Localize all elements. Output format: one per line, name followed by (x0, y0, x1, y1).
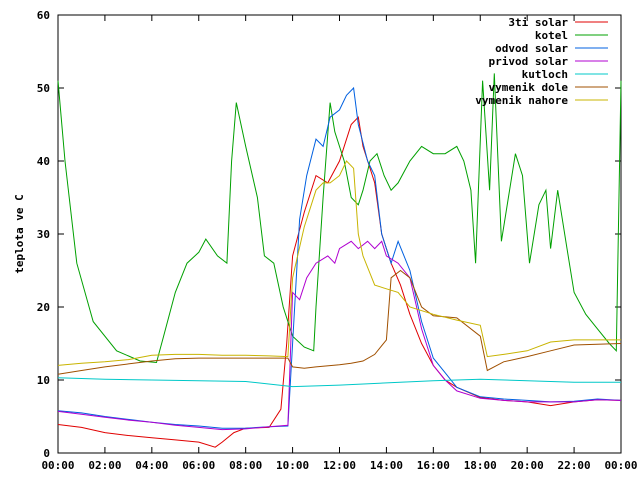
legend-label: privod solar (489, 55, 569, 68)
series-line-privod-solar (57, 240, 622, 431)
x-tick-label: 12:00 (323, 459, 356, 472)
x-tick-label: 16:00 (417, 459, 450, 472)
series-line-3ti-solar (57, 116, 622, 448)
series-line-kutloch (57, 377, 621, 388)
x-tick-label: 02:00 (88, 459, 121, 472)
axis-ticks: 0 10 20 30 40 50 60 00:00 02:00 04:00 06:00 08:00 10… (37, 9, 638, 472)
x-tick-label: 18:00 (464, 459, 497, 472)
x-tick-label: 22:00 (558, 459, 591, 472)
legend-label: 3ti solar (508, 16, 568, 29)
y-tick-label: 30 (37, 228, 50, 241)
y-tick-label: 20 (37, 301, 50, 314)
x-tick-label: 20:00 (511, 459, 544, 472)
y-axis-label: teplota ve C (13, 194, 26, 273)
series-line-vymenik-nahore (57, 160, 621, 366)
series-line-vymenik-dole (57, 269, 622, 375)
y-tick-label: 10 (37, 374, 50, 387)
legend-label: vymenik nahore (475, 94, 568, 107)
x-tick-label: 00:00 (41, 459, 74, 472)
x-tick-label: 06:00 (182, 459, 215, 472)
legend-label: kotel (535, 29, 568, 42)
legend-label: kutloch (522, 68, 568, 81)
x-tick-label: 04:00 (135, 459, 168, 472)
legend-label: odvod solar (495, 42, 568, 55)
x-tick-label: 10:00 (276, 459, 309, 472)
legend-label: vymenik dole (489, 81, 569, 94)
x-tick-label: 14:00 (370, 459, 403, 472)
x-tick-label: 00:00 (604, 459, 637, 472)
series-line-kotel (57, 73, 622, 364)
y-tick-label: 40 (37, 155, 50, 168)
y-tick-label: 60 (37, 9, 50, 22)
series-lines (57, 73, 622, 448)
y-tick-label: 0 (43, 447, 50, 460)
y-tick-label: 50 (37, 82, 50, 95)
series-line-odvod-solar (57, 86, 622, 429)
x-tick-label: 08:00 (229, 459, 262, 472)
